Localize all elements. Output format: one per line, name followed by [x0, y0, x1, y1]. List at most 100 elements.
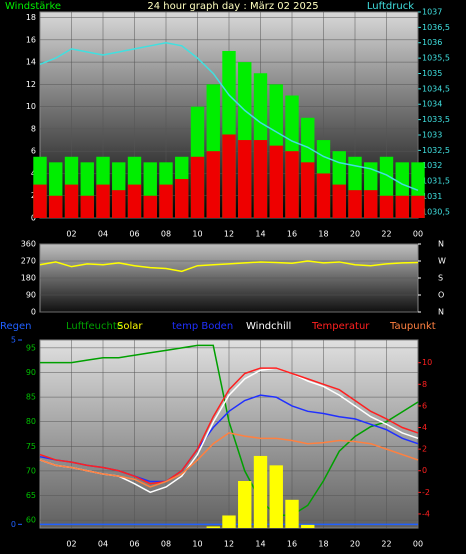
y-tick-label: 60	[26, 516, 36, 525]
bar	[379, 195, 394, 218]
x-tick-label: 12	[224, 540, 234, 549]
y-tick-label: 0	[31, 308, 36, 317]
x-tick-label: 08	[161, 230, 171, 239]
y2-tick-label: 1030,5	[422, 207, 450, 216]
bar	[222, 134, 236, 218]
y2-tick-label: 1036,5	[422, 23, 450, 32]
x-tick-label: 18	[318, 230, 328, 239]
legend-label: Luftfeuchte	[66, 321, 123, 332]
line	[39, 260, 419, 273]
x-tick-label: 16	[287, 230, 297, 239]
line	[39, 41, 419, 192]
x-tick-label: 22	[381, 540, 391, 549]
bar	[253, 140, 268, 218]
y2-tick-label: N	[438, 308, 444, 317]
y2-tick-label: 1031,5	[422, 177, 450, 186]
bar	[175, 179, 189, 218]
legend-label: temp Boden	[172, 321, 233, 332]
y-tick-label: 270	[21, 257, 36, 266]
line	[39, 367, 419, 485]
y-tick-label: 18	[26, 13, 36, 22]
x-tick-label: 20	[350, 540, 360, 549]
y2-tick-label: -2	[422, 488, 430, 497]
y-tick-label: 65	[26, 491, 36, 500]
y2-tick-label: 10	[422, 358, 432, 367]
y2-tick-label: 1035	[422, 69, 442, 78]
bar	[238, 140, 252, 218]
bar	[96, 184, 110, 218]
x-tick-label: 08	[161, 540, 171, 549]
y2-tick-label: 1036	[422, 38, 442, 47]
bar	[112, 190, 126, 218]
y-tick-label: 16	[26, 35, 36, 44]
y3-tick-label: 0	[11, 520, 16, 529]
y-tick-label: 6	[31, 147, 36, 156]
y-tick-label: 80	[26, 417, 36, 426]
bar	[253, 455, 268, 528]
x-tick-label: 10	[192, 540, 202, 549]
bar	[159, 184, 173, 218]
x-tick-label: 02	[66, 230, 76, 239]
y-tick-label: 90	[26, 368, 36, 377]
y2-tick-label: 6	[422, 401, 427, 410]
legend-label: Luftdruck	[367, 1, 414, 12]
legend-label: Taupunkt	[389, 321, 436, 332]
bar	[301, 524, 315, 528]
y2-tick-label: 1032	[422, 161, 442, 170]
bar	[206, 151, 220, 218]
bar	[33, 184, 47, 218]
y2-tick-label: 1035,5	[422, 54, 450, 63]
legend-label: Windchill	[246, 321, 291, 332]
bar	[190, 156, 205, 218]
y2-tick-label: W	[438, 257, 446, 266]
bar	[301, 162, 315, 218]
legend-label: Windstärke	[5, 1, 61, 12]
y2-tick-label: 1032,5	[422, 146, 450, 155]
bar	[127, 184, 142, 218]
y-tick-label: 180	[21, 274, 36, 283]
y-tick-label: 70	[26, 466, 36, 475]
x-tick-label: 18	[318, 540, 328, 549]
x-tick-label: 12	[224, 230, 234, 239]
y-tick-label: 12	[26, 80, 36, 89]
legend-label: Temperatur	[311, 321, 370, 332]
y-tick-label: 85	[26, 393, 36, 402]
bar	[222, 515, 236, 528]
x-tick-label: 06	[129, 230, 139, 239]
bar	[364, 190, 378, 218]
bar	[348, 190, 362, 218]
x-tick-label: 00	[413, 540, 423, 549]
y-tick-label: 8	[31, 124, 36, 133]
bar	[285, 499, 299, 528]
x-tick-label: 04	[98, 230, 108, 239]
y2-tick-label: 8	[422, 380, 427, 389]
x-tick-label: 14	[255, 540, 265, 549]
line	[40, 344, 419, 516]
x-tick-label: 20	[350, 230, 360, 239]
y2-tick-label: 1033	[422, 130, 442, 139]
x-tick-label: 00	[413, 230, 423, 239]
y2-tick-label: O	[438, 291, 444, 300]
x-tick-label: 16	[287, 540, 297, 549]
y-tick-label: 90	[26, 291, 36, 300]
x-tick-label: 04	[98, 540, 108, 549]
y-tick-label: 95	[26, 343, 36, 352]
bar	[269, 145, 283, 218]
y2-tick-label: N	[438, 240, 444, 249]
y-tick-label: 360	[21, 240, 36, 249]
y-tick-label: 10	[26, 102, 36, 111]
y2-tick-label: 4	[422, 423, 427, 432]
bar	[395, 195, 409, 218]
y2-tick-label: 1034,5	[422, 84, 450, 93]
bar	[80, 195, 94, 218]
bar	[206, 526, 220, 528]
y2-tick-label: 2	[422, 445, 427, 454]
bar	[49, 195, 63, 218]
bar	[411, 195, 425, 218]
legend-label: Regen	[0, 321, 32, 332]
x-tick-label: 22	[381, 230, 391, 239]
chart-title: 24 hour graph day : März 02 2025	[147, 1, 318, 12]
y-tick-label: 75	[26, 442, 36, 451]
bar	[332, 184, 346, 218]
